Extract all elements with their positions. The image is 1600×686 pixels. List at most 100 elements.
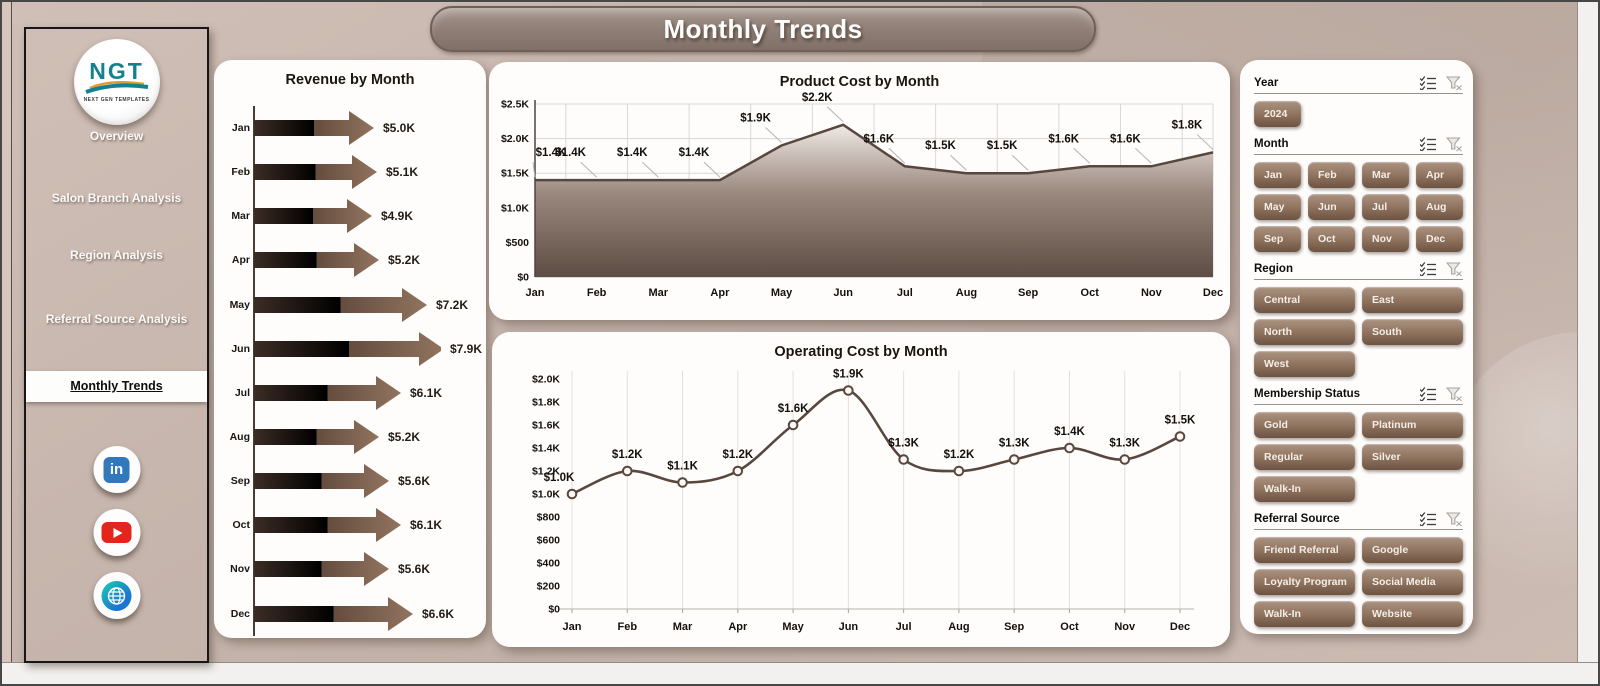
clear-filter-icon[interactable] — [1446, 511, 1463, 527]
slicer-option-regular[interactable]: Regular — [1254, 444, 1355, 470]
clear-filter-icon[interactable] — [1446, 75, 1463, 91]
sidebar-item-monthly-trends[interactable]: Monthly Trends — [26, 371, 207, 402]
sidebar-item-region-analysis[interactable]: Region Analysis — [70, 248, 163, 262]
svg-text:$0: $0 — [548, 604, 560, 616]
category-label: Aug — [229, 431, 250, 444]
svg-text:$1.3K: $1.3K — [888, 438, 919, 450]
sidebar-item-salon-branch-analysis[interactable]: Salon Branch Analysis — [51, 191, 182, 205]
slicer-option-aug[interactable]: Aug — [1416, 194, 1463, 220]
svg-text:$800: $800 — [537, 512, 561, 524]
slicer-option-feb[interactable]: Feb — [1308, 162, 1355, 188]
revenue-row-apr: Apr $5.2K — [220, 238, 482, 282]
operating-cost-chart-card: $0 $200 $400 $600 $800 $1.0K $1.2K $1.4K $1.6K $1… — [492, 332, 1230, 647]
slicer-label: Membership Status — [1254, 388, 1361, 400]
slicer-option-platinum[interactable]: Platinum — [1362, 412, 1463, 438]
svg-text:Oct: Oct — [1081, 287, 1100, 299]
slicer-option-jan[interactable]: Jan — [1254, 162, 1301, 188]
slicer-option-central[interactable]: Central — [1254, 287, 1355, 313]
category-label: Jan — [231, 122, 250, 135]
slicer-option-apr[interactable]: Apr — [1416, 162, 1463, 188]
slicer-option-jul[interactable]: Jul — [1362, 194, 1409, 220]
revenue-bar — [254, 552, 389, 587]
sidebar-item-overview[interactable]: Overview — [89, 129, 144, 143]
revenue-bar — [254, 420, 379, 455]
slicer-option-east[interactable]: East — [1362, 287, 1463, 313]
slicer-option-gold[interactable]: Gold — [1254, 412, 1355, 438]
value-label: $5.2K — [388, 430, 421, 445]
slicer-membership-status: Membership Status Gold Platinum Regular Silv… — [1254, 385, 1463, 502]
revenue-row-feb: Feb $5.1K — [220, 150, 482, 194]
slicer-label: Year — [1254, 77, 1279, 89]
value-label: $5.1K — [386, 165, 419, 180]
background-left-margin — [2, 2, 11, 664]
multi-select-icon[interactable] — [1420, 137, 1437, 151]
svg-text:Jun: Jun — [833, 287, 853, 299]
svg-text:$1.5K: $1.5K — [501, 168, 529, 180]
slicer-option-google[interactable]: Google — [1362, 537, 1463, 563]
svg-text:Jul: Jul — [897, 287, 913, 299]
slicer-option-mar[interactable]: Mar — [1362, 162, 1409, 188]
slicer-option-nov[interactable]: Nov — [1362, 226, 1409, 252]
svg-text:$1.6K: $1.6K — [1110, 133, 1141, 145]
linkedin-button[interactable]: in — [93, 446, 140, 493]
logo-text: NGT — [89, 58, 144, 84]
slicer-option-walk-in[interactable]: Walk-In — [1254, 476, 1355, 502]
product-cost-chart: $0 $500 $1.0K $1.5K $2.0K $2.5K Jan Feb Mar Apr Ma… — [501, 92, 1223, 299]
slicer-label: Month — [1254, 138, 1289, 150]
svg-text:$1.4K: $1.4K — [617, 147, 648, 159]
slicer-option-walk-in[interactable]: Walk-In — [1254, 601, 1355, 627]
logo: NGT NEXT GEN TEMPLATES — [73, 39, 160, 125]
clear-filter-icon[interactable] — [1446, 261, 1463, 277]
svg-text:$2.2K: $2.2K — [802, 92, 833, 104]
slicer-option-oct[interactable]: Oct — [1308, 226, 1355, 252]
multi-select-icon[interactable] — [1420, 76, 1437, 90]
product-cost-chart-card: $0 $500 $1.0K $1.5K $2.0K $2.5K Jan Feb Mar Apr Ma… — [489, 62, 1230, 320]
slicer-option-silver[interactable]: Silver — [1362, 444, 1463, 470]
svg-text:Nov: Nov — [1114, 621, 1136, 633]
svg-text:$2.5K: $2.5K — [501, 99, 529, 111]
slicer-month: Month Jan Feb Mar Apr May Jun Jul Aug Sep Oct Nov De… — [1254, 135, 1463, 252]
svg-text:$1.6K: $1.6K — [532, 420, 560, 432]
slicer-option-sep[interactable]: Sep — [1254, 226, 1301, 252]
slicer-option-friend-referral[interactable]: Friend Referral — [1254, 537, 1355, 563]
slicer-option-social-media[interactable]: Social Media — [1362, 569, 1463, 595]
multi-select-icon[interactable] — [1420, 387, 1437, 401]
value-label: $5.2K — [388, 253, 421, 268]
slicer-label: Region — [1254, 263, 1293, 275]
clear-filter-icon[interactable] — [1446, 136, 1463, 152]
svg-text:May: May — [782, 621, 804, 633]
sidebar-item-referral-source-analysis[interactable]: Referral Source Analysis — [45, 312, 188, 326]
youtube-icon — [101, 522, 132, 543]
revenue-chart: Jan $5.0K Feb $5.1K Mar $4.9K Apr $5.2K May $7.2K… — [220, 106, 482, 636]
slicer-option-dec[interactable]: Dec — [1416, 226, 1463, 252]
slicer-option-south[interactable]: South — [1362, 319, 1463, 345]
slicer-option-jun[interactable]: Jun — [1308, 194, 1355, 220]
svg-text:Apr: Apr — [710, 287, 730, 299]
revenue-row-sep: Sep $5.6K — [220, 459, 482, 503]
svg-text:$1.9K: $1.9K — [833, 369, 864, 381]
revenue-row-jan: Jan $5.0K — [220, 106, 482, 150]
multi-select-icon[interactable] — [1420, 262, 1437, 276]
svg-text:$1.4K: $1.4K — [536, 147, 567, 159]
slicer-option-website[interactable]: Website — [1362, 601, 1463, 627]
svg-text:Jul: Jul — [896, 621, 912, 633]
slicer-option-north[interactable]: North — [1254, 319, 1355, 345]
revenue-row-jun: Jun $7.9K — [220, 327, 482, 371]
revenue-row-nov: Nov $5.6K — [220, 547, 482, 591]
svg-text:Jun: Jun — [839, 621, 859, 633]
slicer-option-2024[interactable]: 2024 — [1254, 101, 1301, 127]
youtube-button[interactable] — [93, 509, 140, 556]
slicer-option-may[interactable]: May — [1254, 194, 1301, 220]
svg-text:$1.4K: $1.4K — [1054, 426, 1085, 438]
multi-select-icon[interactable] — [1420, 512, 1437, 526]
revenue-axis-line — [253, 106, 255, 636]
sheet-right-strip — [1577, 2, 1598, 665]
slicer-option-loyalty-program[interactable]: Loyalty Program — [1254, 569, 1355, 595]
clear-filter-icon[interactable] — [1446, 386, 1463, 402]
revenue-chart-card: Revenue by Month Jan $5.0K Feb $5.1K Mar $4.9… — [214, 60, 486, 638]
linkedin-icon: in — [103, 456, 130, 483]
revenue-row-oct: Oct $6.1K — [220, 503, 482, 547]
svg-text:$1.0K: $1.0K — [501, 202, 529, 214]
globe-button[interactable] — [93, 572, 140, 619]
slicer-option-west[interactable]: West — [1254, 351, 1355, 377]
